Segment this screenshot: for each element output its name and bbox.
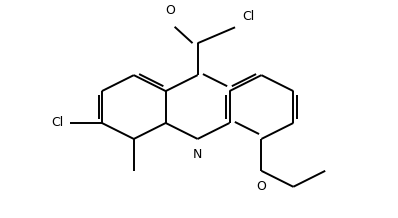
Text: Cl: Cl [51, 116, 63, 129]
Text: O: O [165, 4, 175, 17]
Text: Cl: Cl [242, 10, 254, 23]
Text: O: O [256, 180, 266, 193]
Text: N: N [193, 148, 202, 161]
